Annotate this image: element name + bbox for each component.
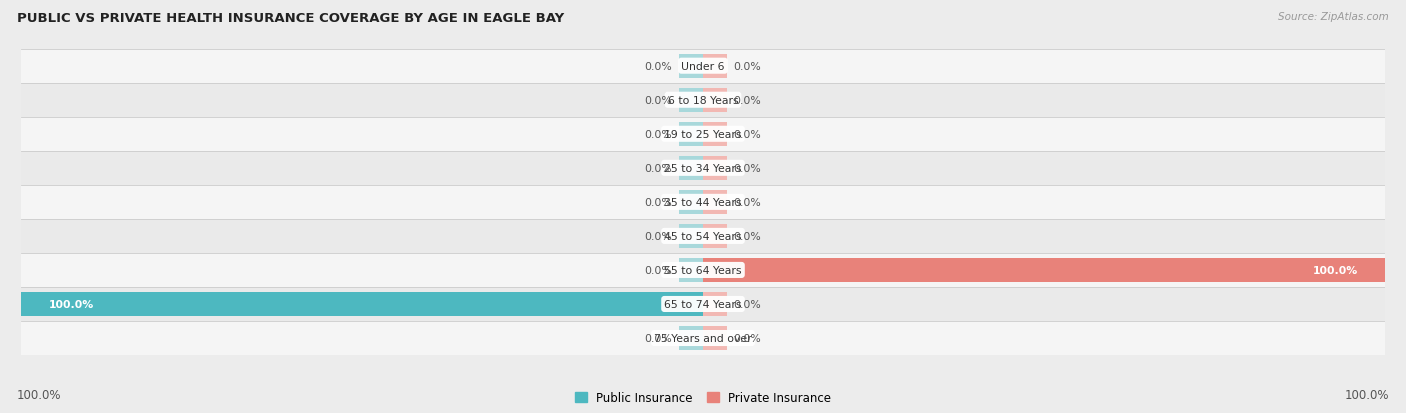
Bar [21, 50, 1385, 83]
Text: 75 Years and over: 75 Years and over [654, 333, 752, 343]
Bar [21, 83, 1385, 117]
Bar [679, 259, 703, 282]
Text: 6 to 18 Years: 6 to 18 Years [668, 95, 738, 105]
Bar [21, 117, 1385, 152]
Text: PUBLIC VS PRIVATE HEALTH INSURANCE COVERAGE BY AGE IN EAGLE BAY: PUBLIC VS PRIVATE HEALTH INSURANCE COVER… [17, 12, 564, 25]
Text: Source: ZipAtlas.com: Source: ZipAtlas.com [1278, 12, 1389, 22]
Bar [679, 157, 703, 180]
Text: 100.0%: 100.0% [48, 299, 94, 309]
Text: 25 to 34 Years: 25 to 34 Years [664, 164, 742, 173]
Text: 65 to 74 Years: 65 to 74 Years [664, 299, 742, 309]
Bar [679, 326, 703, 350]
Text: 45 to 54 Years: 45 to 54 Years [664, 231, 742, 241]
Bar [703, 190, 727, 214]
Text: 0.0%: 0.0% [644, 333, 672, 343]
Bar [21, 253, 1385, 287]
Text: 55 to 64 Years: 55 to 64 Years [664, 265, 742, 275]
Text: 0.0%: 0.0% [644, 129, 672, 140]
Bar [679, 123, 703, 146]
Bar [703, 259, 1385, 282]
Bar [679, 224, 703, 248]
Text: Under 6: Under 6 [682, 62, 724, 71]
Text: 0.0%: 0.0% [734, 62, 762, 71]
Bar [21, 185, 1385, 219]
Text: 0.0%: 0.0% [644, 62, 672, 71]
Text: 0.0%: 0.0% [734, 333, 762, 343]
Text: 0.0%: 0.0% [734, 129, 762, 140]
Text: 0.0%: 0.0% [644, 95, 672, 105]
Text: 100.0%: 100.0% [1344, 388, 1389, 401]
Bar [703, 157, 727, 180]
Text: 0.0%: 0.0% [734, 231, 762, 241]
Bar [679, 55, 703, 78]
Text: 35 to 44 Years: 35 to 44 Years [664, 197, 742, 207]
Legend: Public Insurance, Private Insurance: Public Insurance, Private Insurance [575, 392, 831, 404]
Bar [703, 55, 727, 78]
Text: 100.0%: 100.0% [17, 388, 62, 401]
Bar [703, 123, 727, 146]
Bar [21, 152, 1385, 185]
Bar [679, 190, 703, 214]
Bar [703, 292, 727, 316]
Bar [21, 292, 703, 316]
Bar [21, 287, 1385, 321]
Bar [703, 326, 727, 350]
Text: 0.0%: 0.0% [734, 164, 762, 173]
Bar [703, 89, 727, 112]
Text: 0.0%: 0.0% [644, 197, 672, 207]
Text: 100.0%: 100.0% [1312, 265, 1358, 275]
Text: 0.0%: 0.0% [644, 231, 672, 241]
Text: 0.0%: 0.0% [644, 265, 672, 275]
Bar [21, 219, 1385, 253]
Bar [703, 224, 727, 248]
Text: 19 to 25 Years: 19 to 25 Years [664, 129, 742, 140]
Bar [21, 321, 1385, 355]
Bar [679, 89, 703, 112]
Text: 0.0%: 0.0% [734, 197, 762, 207]
Text: 0.0%: 0.0% [734, 95, 762, 105]
Text: 0.0%: 0.0% [644, 164, 672, 173]
Text: 0.0%: 0.0% [734, 299, 762, 309]
